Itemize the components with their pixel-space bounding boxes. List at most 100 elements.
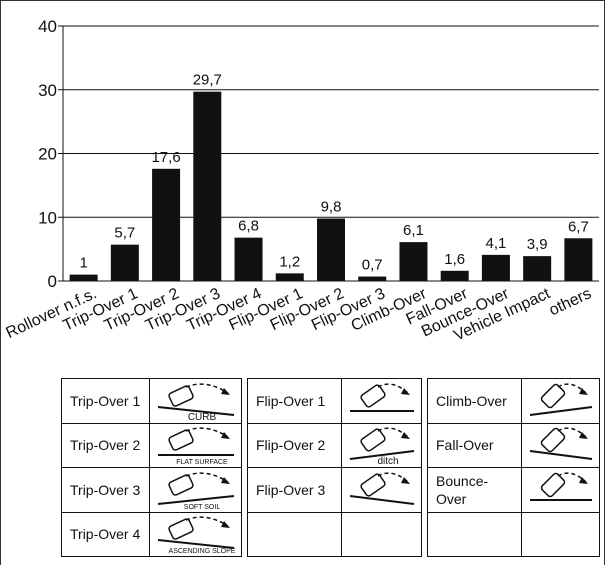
pictogram-caption: ASCENDING SLOPE (169, 548, 236, 555)
pictogram (350, 382, 414, 412)
pictogram-caption: SOFT SOIL (184, 504, 221, 511)
legend-icon-cell: SOFT SOIL (149, 467, 242, 513)
pictogram (529, 382, 593, 416)
value-label: 1,2 (279, 253, 300, 270)
legend-icon-cell (521, 422, 600, 468)
ground (349, 450, 415, 460)
roll-arrow (557, 382, 587, 394)
vehicle (540, 472, 566, 497)
bar (193, 91, 222, 281)
ground (529, 450, 593, 460)
pictogram-caption: FLAT SURFACE (176, 459, 228, 466)
roll-arrow (557, 471, 587, 483)
bar (317, 218, 345, 281)
value-label: 1,6 (444, 251, 465, 268)
bar (564, 238, 593, 281)
pictogram: SOFT SOIL (157, 471, 235, 511)
value-label: 4,1 (485, 235, 506, 252)
pictogram (529, 427, 593, 460)
roll-arrow (185, 427, 229, 438)
vehicle (540, 427, 566, 453)
y-tick-label: 0 (48, 272, 57, 291)
value-label: 1 (79, 255, 87, 272)
value-label: 29,7 (193, 72, 222, 89)
ground (529, 405, 593, 416)
pictogram (530, 471, 592, 501)
roll-arrow (185, 471, 229, 483)
y-tick-label: 30 (38, 81, 57, 100)
legend-label: Trip-Over 4 (61, 511, 150, 557)
legend-icon-cell (521, 467, 600, 513)
arrow-head (401, 387, 410, 395)
x-tick-label: others (547, 285, 594, 319)
legend-icon-cell: FLAT SURFACE (149, 422, 242, 468)
ground (157, 405, 235, 416)
legend-label: Bounce- Over (427, 467, 522, 513)
legend-icon-cell (341, 467, 422, 513)
value-label: 3,9 (527, 236, 548, 253)
bar (523, 256, 552, 281)
legend-label: Fall-Over (427, 422, 522, 468)
legend-icon-cell (341, 511, 422, 557)
pictogram-caption: CURB (188, 412, 217, 423)
bar (234, 237, 263, 281)
pictogram: CURB (157, 382, 235, 423)
value-label: 5,7 (114, 225, 135, 242)
legend-icon-cell: CURB (149, 378, 242, 424)
bar (399, 242, 428, 281)
legend-label: Flip-Over 1 (247, 378, 342, 424)
legend-icon-cell (521, 378, 600, 424)
legend-label: Flip-Over 3 (247, 467, 342, 513)
y-tick-label: 40 (38, 17, 57, 36)
arrow-head (221, 432, 230, 439)
ground (157, 539, 235, 549)
pictogram: ASCENDING SLOPE (157, 516, 236, 555)
vehicle (360, 383, 386, 408)
bar (110, 244, 139, 281)
legend-label: Trip-Over 3 (61, 467, 150, 513)
pictogram (349, 471, 415, 505)
arrow-head (579, 476, 588, 484)
y-tick-label: 10 (38, 208, 57, 227)
pictogram-caption: ditch (377, 456, 398, 467)
legend-label: Flip-Over 2 (247, 422, 342, 468)
legend-label: Trip-Over 2 (61, 422, 150, 468)
legend-icon-cell (341, 378, 422, 424)
arrow-head (221, 521, 230, 528)
vehicle (360, 472, 386, 497)
legend-label: Trip-Over 1 (61, 378, 150, 424)
legend-label: Climb-Over (427, 378, 522, 424)
ground (349, 494, 415, 505)
arrow-head (401, 432, 410, 439)
legend-label (427, 511, 522, 557)
value-label: 0,7 (362, 257, 383, 274)
value-label: 6,8 (238, 218, 259, 235)
pictogram: ditch (349, 427, 415, 467)
bar (440, 270, 469, 281)
bar (481, 254, 510, 281)
legend-label (247, 511, 342, 557)
value-label: 6,1 (403, 222, 424, 239)
y-tick-label: 20 (38, 145, 57, 164)
vehicle (168, 518, 194, 540)
bar (69, 274, 98, 281)
legend-icon-cell: ditch (341, 422, 422, 468)
ground (157, 494, 235, 505)
roll-arrow (185, 516, 229, 527)
value-label: 17,6 (151, 149, 180, 166)
arrow-head (401, 476, 410, 484)
arrow-head (579, 387, 588, 395)
legend-icon-cell (521, 511, 600, 557)
arrow-head (221, 387, 230, 395)
vehicle (168, 473, 194, 496)
bar (275, 273, 304, 281)
vehicle (168, 384, 194, 407)
vehicle (540, 383, 566, 408)
vehicle (168, 429, 194, 451)
bar (358, 276, 387, 281)
value-label: 6,7 (568, 218, 589, 235)
roll-arrow (185, 382, 229, 394)
pictogram: FLAT SURFACE (158, 427, 234, 466)
